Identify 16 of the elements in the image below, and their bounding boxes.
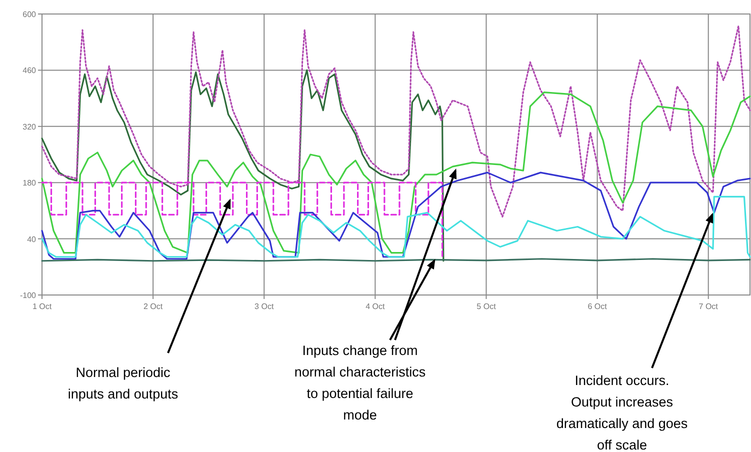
annotation: Normal periodic inputs and outputs <box>68 365 178 402</box>
x-tick-label: 5 Oct <box>476 302 497 311</box>
x-tick-label: 3 Oct <box>254 302 274 311</box>
y-tick-label: 600 <box>22 10 37 19</box>
y-tick-label: -100 <box>20 291 37 300</box>
annotation: Incident occurs. Output increases dramatically and goes off scale <box>556 373 688 452</box>
y-tick-label: 180 <box>22 178 37 188</box>
x-tick-label: 4 Oct <box>366 302 386 311</box>
y-tick-label: 460 <box>22 66 37 76</box>
x-tick-label: 7 Oct <box>698 302 719 311</box>
annotation: Inputs change from normal characteristics to potential failure mode <box>294 343 426 422</box>
x-tick-label: 1 Oct <box>32 302 52 311</box>
x-tick-label: 2 Oct <box>143 302 164 311</box>
y-tick-label: 320 <box>22 122 37 132</box>
x-tick-label: 6 Oct <box>588 302 608 311</box>
y-tick-label: 40 <box>27 234 37 244</box>
